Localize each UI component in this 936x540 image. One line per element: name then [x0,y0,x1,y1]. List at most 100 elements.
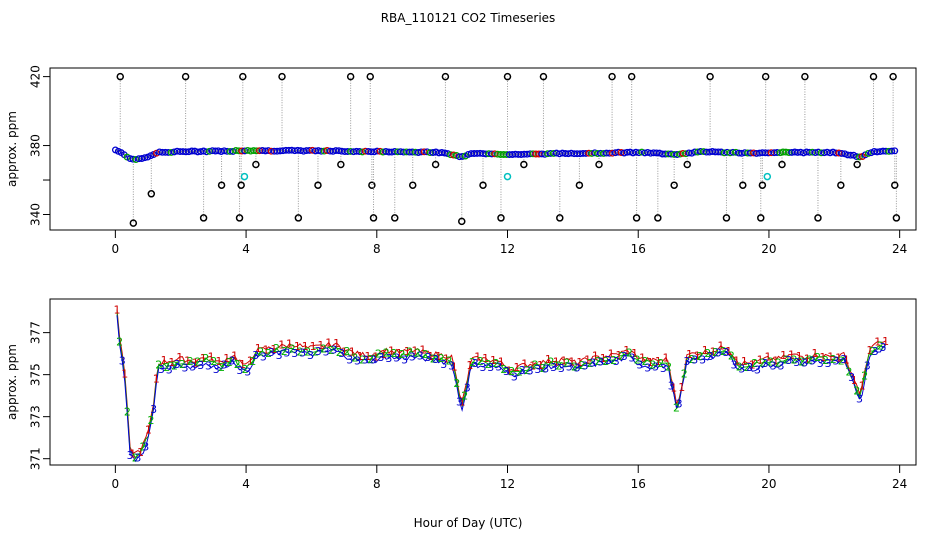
series-marker-3: 3 [354,355,361,368]
series-marker-3: 3 [566,360,573,373]
upper-plot-frame [49,67,917,231]
series-marker-3: 3 [589,356,596,369]
series-marker-1: 1 [631,347,638,360]
lower-y-axis-label: approx. ppm [5,344,19,420]
series-marker-2: 2 [548,356,555,369]
series-marker-1: 1 [216,355,223,368]
series-marker-2: 2 [508,365,515,378]
spike-high-point [346,72,355,81]
series-marker-2: 2 [249,355,256,368]
series-marker-3: 3 [527,364,534,377]
series-marker-2: 2 [555,359,562,372]
series-marker-2: 2 [124,406,131,419]
x-tick-label: 4 [242,477,250,491]
series-marker-1: 1 [788,349,795,362]
series-marker-1: 1 [592,350,599,363]
series-marker-3: 3 [848,371,855,384]
x-tick-label: 4 [242,242,250,256]
series-marker-3: 3 [401,353,408,366]
series-marker-1: 1 [114,303,121,316]
spike-low-point [368,181,376,189]
series-marker-2: 2 [281,345,288,358]
series-marker-1: 1 [866,344,873,357]
series-marker-2: 2 [712,346,719,359]
series-marker-3: 3 [378,351,385,364]
x-tick-label: 20 [761,242,776,256]
series-marker-1: 1 [490,354,497,367]
series-marker-1: 1 [812,347,819,360]
series-marker-2: 2 [500,363,507,376]
series-marker-3: 3 [574,362,581,375]
spike-low-point [147,190,156,198]
y-tick-label: 377 [29,321,43,344]
series-marker-3: 3 [715,347,722,360]
series-marker-2: 2 [148,414,155,427]
series-marker-1: 1 [498,355,505,368]
series-marker-3: 3 [229,354,236,367]
series-marker-3: 3 [785,354,792,367]
series-marker-2: 2 [273,342,280,355]
series-marker-1: 1 [380,348,387,361]
spike-low-point [891,181,899,189]
series-marker-1: 1 [161,354,168,367]
series-marker-3: 3 [315,345,322,358]
series-marker-2: 2 [618,350,625,363]
series-marker-3: 3 [495,361,502,374]
series-marker-3: 3 [660,362,667,375]
series-marker-2: 2 [657,357,664,370]
series-marker-1: 1 [435,350,442,363]
series-marker-2: 2 [838,355,845,368]
series-marker-1: 1 [200,352,207,365]
chart-title: RBA_110121 CO2 Timeseries [381,11,556,25]
y-tick-label: 380 [29,134,43,157]
spike-low-point [520,160,528,169]
x-tick-label: 24 [892,242,907,256]
series-marker-2: 2 [595,355,602,368]
series-marker-2: 2 [822,354,829,367]
spike-high-point [116,72,125,81]
series-marker-1: 1 [121,368,128,381]
spike-low-point [314,181,322,189]
series-marker-2: 2 [587,357,594,370]
series-marker-3: 3 [503,365,510,378]
series-marker-1: 1 [576,356,583,369]
x-tick-label: 12 [500,477,515,491]
series-marker-1: 1 [819,351,826,364]
upper-panel: approx. ppm 0 4 8 12 16 20 24 340 380 420 [5,65,917,256]
series-marker-3: 3 [244,366,251,379]
series-marker-1: 1 [349,345,356,358]
series-marker-3: 3 [582,359,589,372]
series-marker-2: 2 [446,355,453,368]
series-marker-2: 2 [728,350,735,363]
spike-high-point [503,72,512,81]
series-marker-1: 1 [623,344,630,357]
series-marker-2: 2 [359,354,366,367]
series-marker-1: 1 [388,344,395,357]
spike-low-point [814,214,822,222]
series-marker-1: 1 [655,355,662,368]
series-marker-3: 3 [205,359,212,372]
series-marker-1: 1 [145,424,152,437]
spike-high-point [278,72,286,81]
spike-low-point [294,214,303,222]
series-marker-1: 1 [129,448,136,461]
cyan-point [763,172,772,181]
y-tick-label: 340 [29,203,43,226]
series-marker-2: 2 [846,366,853,379]
cyan-point [240,172,249,181]
series-marker-3: 3 [440,358,447,371]
upper-y-axis-label: approx. ppm [5,111,19,187]
series-marker-1: 1 [310,340,317,353]
series-marker-2: 2 [406,346,413,359]
series-marker-2: 2 [163,361,170,374]
series-marker-1: 1 [365,350,372,363]
series-marker-2: 2 [775,356,782,369]
series-marker-3: 3 [260,350,267,363]
series-marker-3: 3 [480,361,487,374]
series-marker-1: 1 [192,356,199,369]
series-line-2 [116,312,886,459]
data-point [856,153,863,161]
series-marker-3: 3 [817,357,824,370]
series-marker-2: 2 [289,342,296,355]
series-marker-2: 2 [328,344,335,357]
